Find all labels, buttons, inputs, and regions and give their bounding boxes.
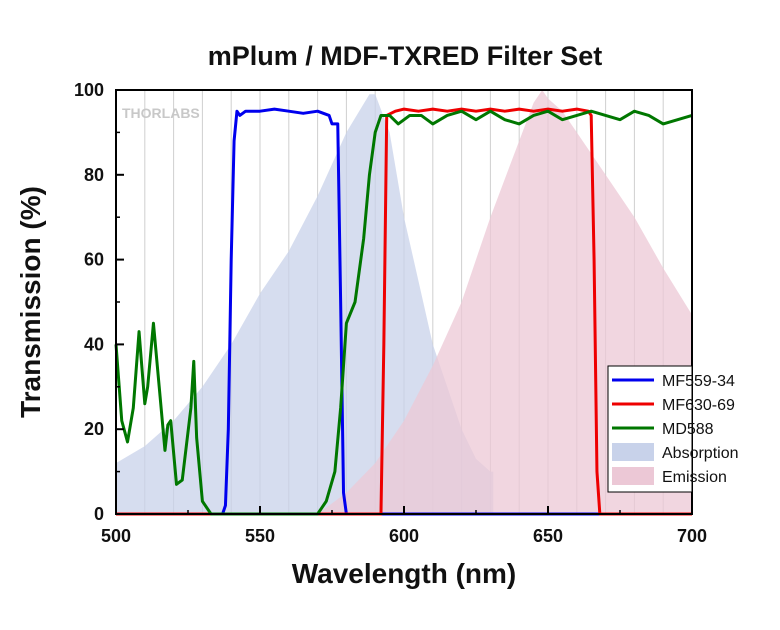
legend: MF559-34 MF630-69 MD588 Absorption Emission [607, 365, 739, 493]
y-tick-label: 20 [84, 419, 104, 439]
series-area-emission [317, 90, 692, 514]
tick-layer: 500 550 600 650 700 0 20 40 60 80 100 [74, 80, 707, 546]
legend-items: MF559-34 MF630-69 MD588 Absorption Emission [612, 373, 739, 486]
area-layer [116, 90, 692, 515]
y-tick-label: 100 [74, 80, 104, 100]
x-tick-label: 600 [389, 526, 419, 546]
x-axis-label: Wavelength (nm) [292, 558, 517, 589]
legend-swatch-absorption [612, 443, 654, 461]
legend-label-absorption: Absorption [662, 445, 739, 462]
x-tick-label: 550 [245, 526, 275, 546]
legend-label-mf559-34: MF559-34 [662, 373, 735, 390]
legend-label-emission: Emission [662, 469, 727, 486]
y-tick-label: 40 [84, 334, 104, 354]
y-tick-label: 60 [84, 250, 104, 270]
chart-title: mPlum / MDF-TXRED Filter Set [208, 41, 603, 71]
y-axis-label: Transmission (%) [15, 186, 46, 418]
y-tick-label: 0 [94, 504, 104, 524]
legend-swatch-emission [612, 467, 654, 485]
watermark-logo: THORLABS [122, 105, 200, 121]
legend-label-mf630-69: MF630-69 [662, 397, 735, 414]
series-line-mf630-69 [116, 107, 692, 516]
series-line-md588 [114, 109, 693, 516]
series-line-mf559-34 [116, 107, 692, 516]
x-tick-label: 650 [533, 526, 563, 546]
series-area-absorption [116, 94, 494, 515]
x-tick-label: 500 [101, 526, 131, 546]
y-tick-label: 80 [84, 165, 104, 185]
legend-label-md588: MD588 [662, 421, 714, 438]
line-layer [114, 107, 693, 516]
x-tick-label: 700 [677, 526, 707, 546]
